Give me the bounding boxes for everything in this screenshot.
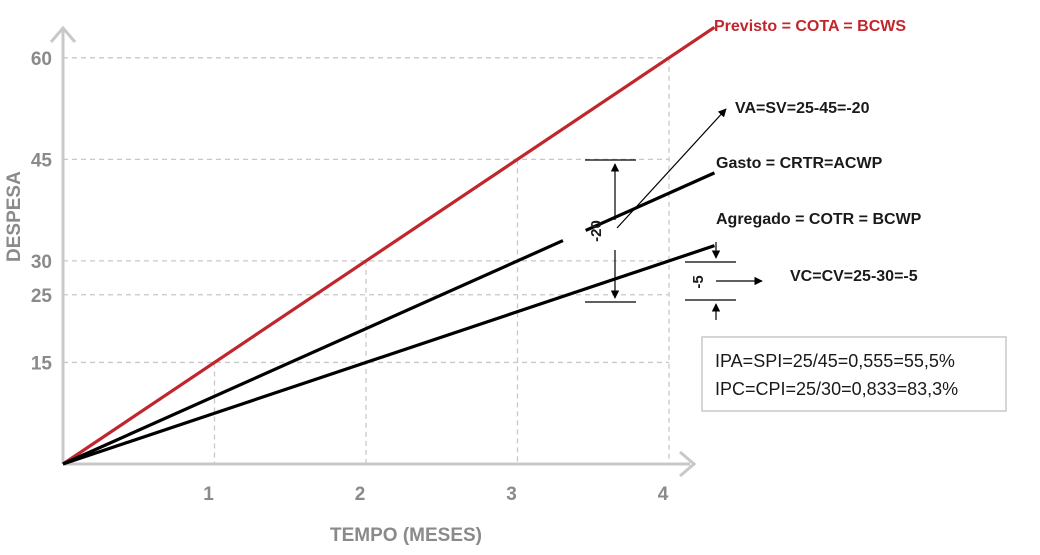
spi-line: IPA=SPI=25/45=0,555=55,5% [715, 351, 955, 371]
y-tick-25: 25 [31, 286, 53, 307]
y-tick-labels: 15 25 30 45 60 [31, 49, 53, 375]
y-tick-15: 15 [31, 353, 53, 374]
y-tick-30: 30 [31, 252, 52, 273]
x-tick-3: 3 [506, 484, 517, 505]
x-axis-arrowhead [679, 450, 697, 478]
sv-label: VA=SV=25-45=-20 [735, 100, 870, 117]
sv-pointer-arrow [616, 108, 727, 229]
series-line-2-seg1 [62, 239, 564, 466]
x-tick-labels: 1 2 3 4 [203, 484, 669, 505]
cv-value: -5 [690, 275, 707, 288]
index-box-frame [701, 336, 1007, 412]
cpi-line: IPC=CPI=25/30=0,833=83,3% [715, 379, 958, 399]
series-label-planned: Previsto = COTA = BCWS [714, 18, 906, 35]
cost-variance-annotation: -5 VC=CV=25-30=-5 [685, 242, 918, 320]
x-tick-1: 1 [203, 484, 214, 505]
series-lines [62, 26, 716, 466]
y-axis-title: DESPESA [4, 171, 25, 262]
series-label-actual: Gasto = CRTR=ACWP [716, 155, 883, 172]
y-tick-45: 45 [31, 150, 53, 171]
y-axis-arrowhead [49, 25, 77, 43]
x-tick-4: 4 [658, 484, 669, 505]
series-line-1 [62, 26, 716, 466]
axes [49, 25, 697, 478]
cv-label: VC=CV=25-30=-5 [790, 268, 918, 285]
sv-value: -20 [588, 220, 605, 242]
x-axis-title: TEMPO (MESES) [330, 525, 482, 546]
series-line-3 [62, 244, 715, 466]
y-tick-60: 60 [31, 49, 52, 70]
series-line-2-seg2 [585, 171, 716, 232]
performance-index-box: IPA=SPI=25/45=0,555=55,5% IPC=CPI=25/30=… [701, 336, 1007, 412]
x-tick-2: 2 [355, 484, 366, 505]
series-label-earned: Agregado = COTR = BCWP [716, 211, 922, 228]
schedule-variance-annotation: -20 VA=SV=25-45=-20 [585, 100, 870, 303]
